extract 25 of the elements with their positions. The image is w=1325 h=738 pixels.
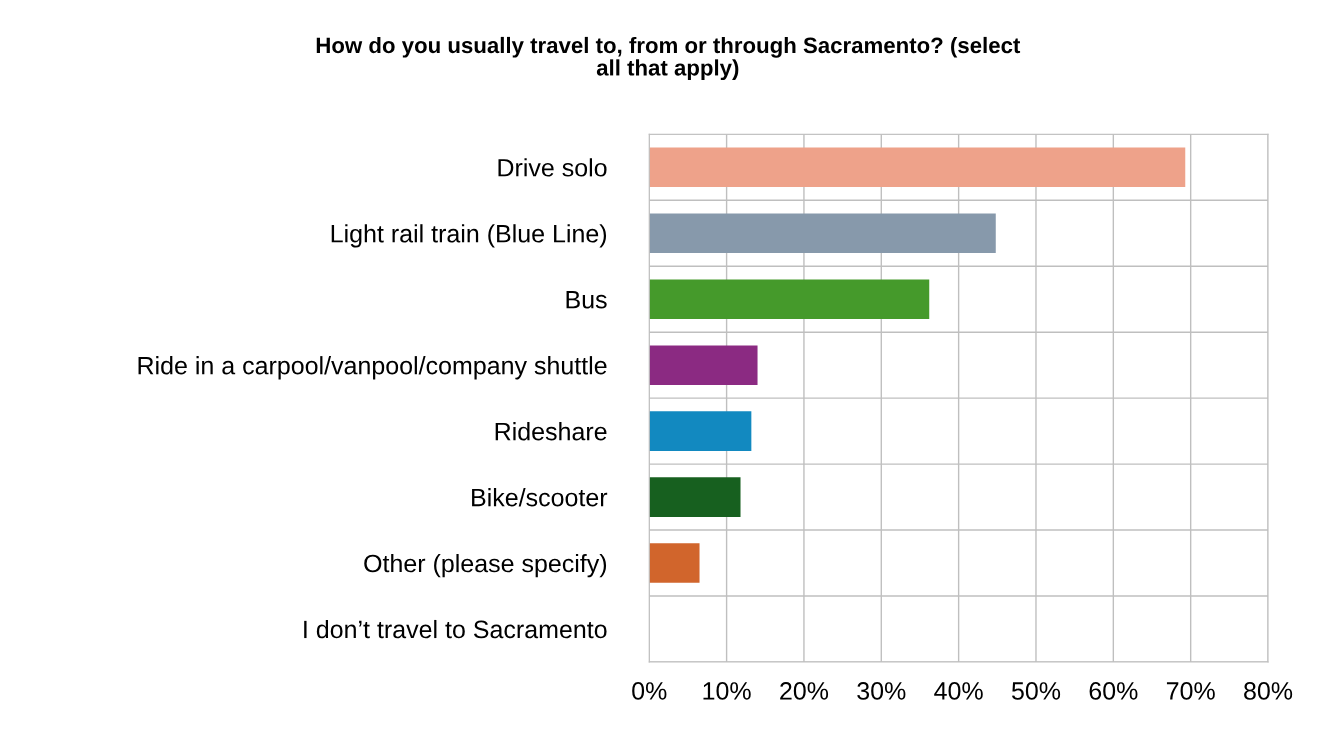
x-tick-label: 10% [703,682,751,700]
y-tick-label: Other (please specify) [364,553,607,578]
x-tick-label: 60% [1089,682,1138,700]
x-tick-label: 80% [1244,682,1293,700]
bar [649,477,741,517]
bar [649,147,1186,188]
y-tick-label: I don’t travel to Sacramento [304,619,607,639]
y-tick-label: Light rail train (Blue Line) [331,224,607,248]
y-tick-label: Bus [566,291,607,309]
bar [649,411,752,451]
x-tick-label: 20% [780,682,829,700]
x-tick-label: 0% [632,682,667,700]
x-tick-label: 70% [1166,682,1215,700]
bar [649,543,700,583]
chart-title: How do you usually travel to, from or through Sacramento? (select all that apply) [316,36,1021,81]
y-tick-label: Drive solo [498,158,607,177]
bar [649,345,758,385]
y-tick-label: Ride in a carpool/vanpool/company shuttle [138,356,607,380]
bar [649,213,996,254]
y-tick-label: Rideshare [495,422,607,441]
y-tick-label: Bike/scooter [472,488,608,507]
bar [649,279,930,319]
x-tick-label: 50% [1011,682,1061,700]
x-tick-label: 40% [934,682,983,700]
x-tick-label: 30% [857,682,906,700]
